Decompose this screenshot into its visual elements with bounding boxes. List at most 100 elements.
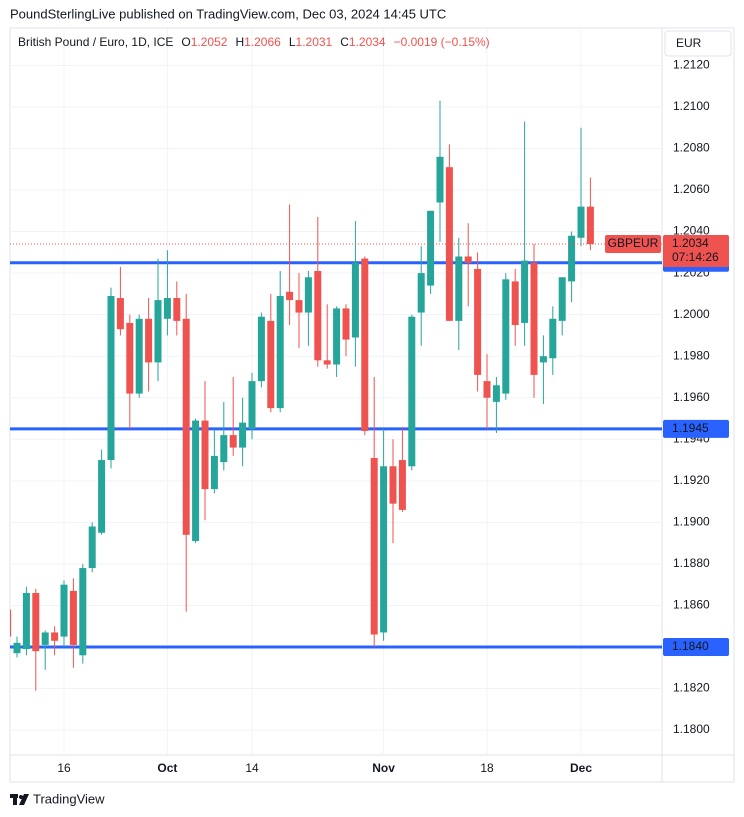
candle-body: [408, 316, 416, 467]
level-label-box: [663, 637, 729, 656]
candle-body: [568, 235, 576, 282]
level-label: 1.1840: [672, 639, 709, 653]
candle-body: [41, 632, 49, 645]
candle-body: [51, 632, 59, 641]
candle-body: [173, 298, 181, 321]
candle-body: [474, 268, 482, 375]
symbol-tag-label: GBPEUR: [608, 236, 659, 250]
candle-body: [389, 466, 397, 504]
legend-low: 1.2031: [296, 35, 333, 49]
y-tick-label: 1.1920: [673, 473, 710, 487]
x-tick-label: 16: [57, 761, 71, 775]
candle-body: [351, 262, 359, 338]
candle-body: [220, 435, 228, 463]
candle-body: [492, 385, 500, 402]
candle-body: [154, 300, 162, 363]
legend-key: H: [235, 35, 244, 49]
candle-body: [370, 457, 378, 635]
candle-body: [163, 298, 171, 319]
y-tick-label: 1.2060: [673, 182, 710, 196]
level-label: 1.1945: [672, 421, 709, 435]
currency-button[interactable]: [664, 30, 732, 57]
candle-body: [98, 460, 106, 533]
candle-body: [549, 318, 557, 359]
symbol-tag: [605, 235, 661, 254]
candle-body: [116, 298, 124, 330]
candle-body: [417, 273, 425, 313]
legend-high: 1.2066: [244, 35, 281, 49]
candle-body: [135, 318, 143, 394]
candle-body: [304, 277, 312, 313]
candle-body: [577, 206, 585, 238]
candle-body: [60, 584, 68, 637]
candle-body: [79, 568, 87, 656]
candle-body: [239, 422, 247, 448]
y-tick-label: 1.2080: [673, 141, 710, 155]
legend-key: L: [289, 35, 296, 49]
legend-key: C: [340, 35, 349, 49]
x-tick-label: Oct: [157, 761, 177, 775]
currency: EUR: [676, 36, 702, 50]
candle-body: [586, 206, 594, 245]
x-tick-label: Nov: [372, 761, 395, 775]
x-tick-label: 18: [480, 761, 494, 775]
x-tick-label: Dec: [570, 761, 592, 775]
y-tick-label: 1.1900: [673, 515, 710, 529]
last-price-box: [663, 235, 729, 268]
publisher: PoundSterlingLive published on TradingVi…: [10, 6, 446, 21]
candle-body: [361, 258, 369, 431]
candle-body: [201, 420, 209, 490]
candle-body: [511, 281, 519, 326]
candle-body: [88, 526, 96, 569]
y-tick-label: 1.1960: [673, 390, 710, 404]
candle-body: [314, 271, 322, 361]
candle-body: [10, 609, 12, 637]
candle-body: [248, 381, 256, 429]
candle-body: [182, 318, 190, 535]
candle-body: [436, 156, 444, 203]
candle-body: [558, 277, 566, 321]
candle-body: [22, 592, 30, 650]
candle-body: [257, 316, 265, 382]
candle-body: [126, 322, 134, 394]
candle-body: [210, 455, 218, 490]
y-tick-label: 1.2040: [673, 224, 710, 238]
candle-body: [380, 466, 388, 633]
candle-body: [502, 279, 510, 394]
brand: TradingView: [33, 791, 105, 806]
candle-body: [32, 592, 40, 652]
candle-body: [276, 295, 284, 409]
candle-body: [333, 308, 341, 365]
candle-body: [521, 260, 529, 323]
candle-body: [530, 262, 538, 375]
y-tick-label: 1.1860: [673, 598, 710, 612]
candle-body: [539, 356, 547, 363]
candle-body: [13, 642, 21, 654]
candle-body: [398, 460, 406, 510]
legend: British Pound / Euro, 1D, ICE O1.2052 H1.2…: [18, 35, 490, 49]
candle-body: [229, 435, 237, 448]
candle-body: [267, 320, 275, 409]
frame: [9, 27, 735, 783]
candle-body: [145, 318, 153, 363]
x-tick-label: 14: [245, 761, 259, 775]
last-price-label: 1.2034: [672, 236, 709, 250]
candle-body: [107, 295, 115, 461]
brand-logo: [10, 794, 29, 805]
legend-change: −0.0019 (−0.15%): [394, 35, 490, 49]
candle-body: [464, 256, 472, 263]
y-tick-label: 1.1880: [673, 556, 710, 570]
grid: [10, 28, 662, 755]
candle-body: [295, 300, 303, 313]
y-tick-label: 1.1980: [673, 348, 710, 362]
legend-key: O: [181, 35, 190, 49]
y-tick-label: 1.2000: [673, 307, 710, 321]
candle-body: [483, 381, 491, 398]
plot: [10, 100, 662, 691]
level-label-box: [663, 419, 729, 438]
y-tick-label: 1.1800: [673, 722, 710, 736]
candle-body: [69, 590, 77, 645]
y-tick-label: 1.1820: [673, 681, 710, 695]
